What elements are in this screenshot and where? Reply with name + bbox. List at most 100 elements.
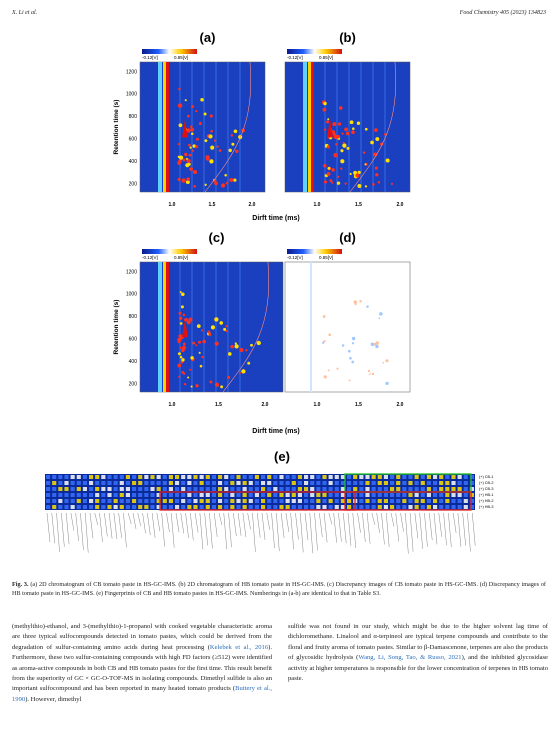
compound-label xyxy=(467,512,471,552)
fingerprint-cell xyxy=(150,487,155,491)
signal-spot xyxy=(227,375,231,379)
fingerprint-cell xyxy=(187,487,192,491)
fingerprint-cell xyxy=(328,499,333,503)
signal-spot xyxy=(342,141,345,144)
citation-link[interactable]: Buttery et al., 1990 xyxy=(12,685,272,703)
signal-spot xyxy=(195,344,198,347)
fingerprint-cell xyxy=(175,505,180,509)
fingerprint-cell xyxy=(224,481,229,485)
signal-spot xyxy=(189,167,194,171)
fingerprint-cell xyxy=(254,481,259,485)
compound-label xyxy=(51,512,56,544)
fingerprint-cell xyxy=(236,475,241,479)
signal-spot xyxy=(178,123,183,128)
fingerprint-cell xyxy=(144,481,149,485)
fingerprint-cell xyxy=(463,475,468,479)
compound-label xyxy=(185,512,189,538)
compound-label xyxy=(209,512,213,549)
signal-spot xyxy=(220,385,224,389)
y-axis-label: Retention time (s) xyxy=(113,300,120,355)
fingerprint-cell xyxy=(359,499,364,503)
fingerprint-cell xyxy=(402,487,407,491)
fingerprint-cell xyxy=(168,499,173,503)
signal-spot xyxy=(184,152,188,157)
signal-spot xyxy=(210,325,216,330)
fingerprint-cell xyxy=(304,493,309,497)
signal-spot xyxy=(364,127,368,131)
signal-spot xyxy=(216,145,219,148)
compound-label xyxy=(132,512,137,530)
signal-spot xyxy=(375,137,380,141)
fingerprint-cell xyxy=(285,475,290,479)
fingerprint-cell xyxy=(168,487,173,491)
fingerprint-cell xyxy=(273,487,278,491)
fingerprint-cell xyxy=(199,475,204,479)
caption-label: Fig. 3. xyxy=(12,581,29,588)
compound-label xyxy=(328,512,333,525)
compound-label xyxy=(180,512,185,534)
y-tick-label: 1200 xyxy=(126,269,137,275)
panel-label: (b) xyxy=(339,30,356,45)
signal-spot xyxy=(224,173,227,177)
citation-link[interactable]: Kelebek et al., 2016 xyxy=(209,643,269,651)
panel-label: (d) xyxy=(339,230,356,245)
rip-band xyxy=(166,62,169,192)
fingerprint-cell xyxy=(365,481,370,485)
compound-label xyxy=(166,512,170,533)
fingerprint-cell xyxy=(156,487,161,491)
fingerprint-cell xyxy=(261,481,266,485)
compound-label xyxy=(70,512,75,531)
signal-spot xyxy=(327,166,331,170)
fingerprint-cell xyxy=(433,493,438,497)
compound-label xyxy=(285,512,290,532)
citation-link[interactable]: Wang, Li, Song, Tao, & Russo, 2021 xyxy=(358,654,462,662)
fingerprint-cell xyxy=(193,481,198,485)
fingerprint-cell xyxy=(205,487,210,491)
signal-spot xyxy=(179,155,184,160)
highlight-box xyxy=(159,491,356,511)
fingerprint-cell xyxy=(242,475,247,479)
compound-label xyxy=(80,512,84,551)
fingerprint-cell xyxy=(64,493,69,497)
fingerprint-cell xyxy=(439,475,444,479)
body-text: ). Furthermore, these two sulfur-contain… xyxy=(12,643,272,693)
signal-spot xyxy=(375,344,379,349)
fingerprint-cell xyxy=(291,493,296,497)
fingerprint-cell xyxy=(52,493,57,497)
signal-spot xyxy=(234,342,237,345)
fingerprint-cell xyxy=(119,493,124,497)
compound-label xyxy=(127,512,132,525)
compound-label xyxy=(142,512,146,534)
fingerprint-cell xyxy=(82,493,87,497)
fingerprint-cell xyxy=(285,493,290,497)
fingerprint-cell xyxy=(58,475,63,479)
fingerprint-cell xyxy=(95,499,100,503)
fingerprint-cell xyxy=(193,493,198,497)
signal-spot xyxy=(195,110,198,113)
fingerprint-cell xyxy=(58,481,63,485)
fingerprint-cell xyxy=(162,493,167,497)
fingerprint-cell xyxy=(193,505,198,509)
rip-band xyxy=(166,262,169,392)
signal-spot xyxy=(196,324,201,329)
fingerprint-cell xyxy=(445,505,450,509)
fingerprint-cell xyxy=(439,481,444,485)
signal-spot xyxy=(235,149,239,153)
fingerprint-cell xyxy=(408,505,413,509)
compound-label xyxy=(271,512,275,549)
fingerprint-cell xyxy=(359,481,364,485)
signal-spot xyxy=(189,368,192,371)
signal-spot xyxy=(210,129,213,133)
fingerprint-cell xyxy=(322,493,327,497)
fingerprint-cell xyxy=(371,493,376,497)
fingerprint-cell xyxy=(316,481,321,485)
colorbar-min: -0.12[V] xyxy=(287,255,303,260)
signal-spot xyxy=(220,183,226,188)
fingerprint-cell xyxy=(82,499,87,503)
signal-spot xyxy=(337,122,342,126)
compound-label xyxy=(261,512,266,540)
fingerprint-cell xyxy=(175,475,180,479)
fingerprint-cell xyxy=(70,499,75,503)
colorbar xyxy=(142,49,197,54)
fingerprint-cell xyxy=(273,481,278,485)
